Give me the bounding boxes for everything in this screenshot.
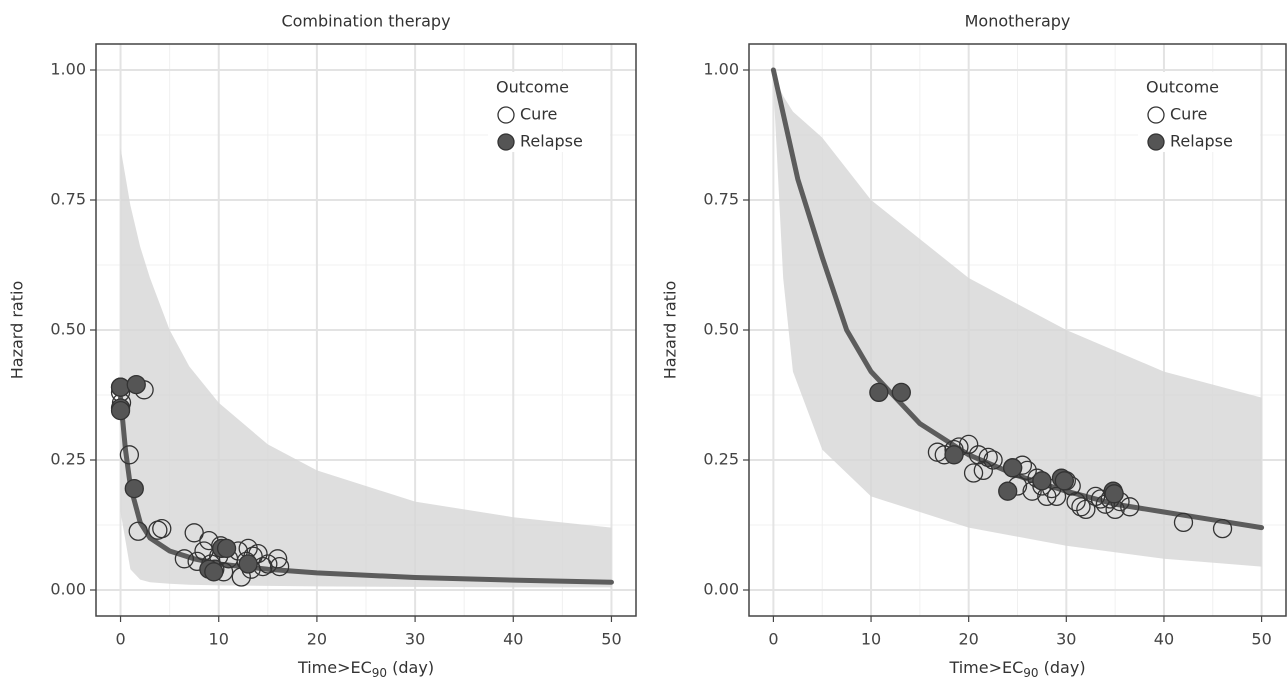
data-point: [1002, 458, 1023, 478]
y-tick-label: 0.50: [50, 320, 86, 339]
data-point: [1076, 499, 1096, 520]
y-tick-label: 0.00: [50, 580, 86, 599]
y-tick-label: 0.25: [50, 450, 86, 469]
data-point: [184, 523, 204, 543]
fitted-curve: [770, 67, 1265, 531]
data-point: [1120, 497, 1140, 517]
plot-border: [748, 43, 1287, 617]
data-point: [119, 445, 140, 465]
data-point: [258, 554, 278, 574]
legend-label: Cure: [520, 105, 557, 124]
data-point: [891, 382, 911, 403]
x-tick-label: 10: [209, 630, 229, 649]
data-point: [1104, 484, 1124, 504]
data-point: [110, 377, 131, 397]
data-point: [1212, 518, 1233, 539]
data-point: [238, 554, 258, 574]
x-tick-label: 20: [959, 630, 979, 649]
x-tick-label: 50: [1251, 630, 1271, 649]
y-tick-label: 0.50: [703, 320, 739, 339]
y-tick-label: 1.00: [50, 60, 86, 79]
data-point: [978, 447, 998, 468]
legend-label: Relapse: [1170, 132, 1233, 151]
confidence-band: [773, 75, 1262, 567]
data-point: [269, 556, 290, 577]
x-tick-label: 30: [1056, 630, 1076, 649]
y-tick-label: 0.25: [703, 450, 739, 469]
plot-border: [95, 43, 637, 617]
panel-title: Combination therapy: [281, 12, 450, 31]
legend-symbol: [1147, 106, 1165, 124]
panel-title: Monotherapy: [965, 12, 1071, 31]
y-tick-label: 0.00: [703, 580, 739, 599]
data-point: [944, 445, 964, 465]
data-point: [1046, 486, 1067, 507]
x-tick-label: 0: [768, 630, 778, 649]
data-point: [869, 382, 889, 403]
y-axis-label: Hazard ratio: [661, 281, 680, 379]
data-point: [998, 481, 1018, 501]
x-tick-label: 0: [115, 630, 125, 649]
data-point: [1071, 497, 1091, 517]
x-label-suffix: (day): [1039, 658, 1086, 677]
confidence-band: [120, 148, 612, 588]
x-tick-label: 10: [861, 630, 881, 649]
data-point: [1022, 481, 1042, 501]
legend-symbol: [497, 133, 515, 151]
x-axis-label: Time>EC90 (day): [297, 658, 434, 680]
data-point: [983, 450, 1003, 470]
data-point: [124, 478, 144, 499]
data-point: [1085, 486, 1106, 507]
x-axis-label: Time>EC90 (day): [948, 658, 1085, 680]
legend-symbol: [1147, 133, 1165, 151]
y-tick-label: 0.75: [703, 190, 739, 209]
data-point: [1054, 471, 1075, 491]
x-tick-label: 50: [601, 630, 621, 649]
x-label-suffix: (day): [387, 658, 434, 677]
panel: Monotherapy Hazard ratio Time>EC90 (day) 0 1…: [661, 12, 1287, 680]
x-label-text: Time>EC: [297, 658, 372, 677]
x-label-subscript: 90: [372, 666, 387, 680]
panel: Combination therapy Hazard ratio Time>EC90…: [8, 12, 637, 680]
data-point: [963, 463, 984, 483]
data-point: [174, 549, 195, 569]
data-point: [126, 374, 146, 395]
data-point: [959, 434, 979, 455]
data-point: [1032, 471, 1052, 491]
data-point: [152, 518, 172, 539]
legend-symbol: [497, 106, 515, 124]
y-tick-label: 1.00: [703, 60, 739, 79]
x-tick-label: 40: [503, 630, 523, 649]
legend-label: Cure: [1170, 105, 1207, 124]
data-point: [1066, 491, 1086, 512]
x-tick-label: 20: [307, 630, 327, 649]
x-label-subscript: 90: [1023, 666, 1038, 680]
data-point: [973, 460, 993, 481]
data-point: [204, 562, 224, 582]
y-tick-label: 0.75: [50, 190, 86, 209]
data-point: [1173, 512, 1194, 533]
x-label-text: Time>EC: [948, 658, 1023, 677]
data-point: [248, 543, 268, 564]
data-point: [128, 521, 148, 541]
x-tick-label: 40: [1154, 630, 1174, 649]
x-tick-label: 30: [405, 630, 425, 649]
legend-label: Relapse: [520, 132, 583, 151]
legend-title: Outcome: [496, 78, 569, 97]
y-axis-label: Hazard ratio: [8, 281, 27, 379]
data-point: [267, 549, 288, 569]
data-point: [110, 400, 131, 421]
data-point: [216, 538, 237, 559]
legend-title: Outcome: [1146, 78, 1219, 97]
data-point: [968, 445, 989, 465]
